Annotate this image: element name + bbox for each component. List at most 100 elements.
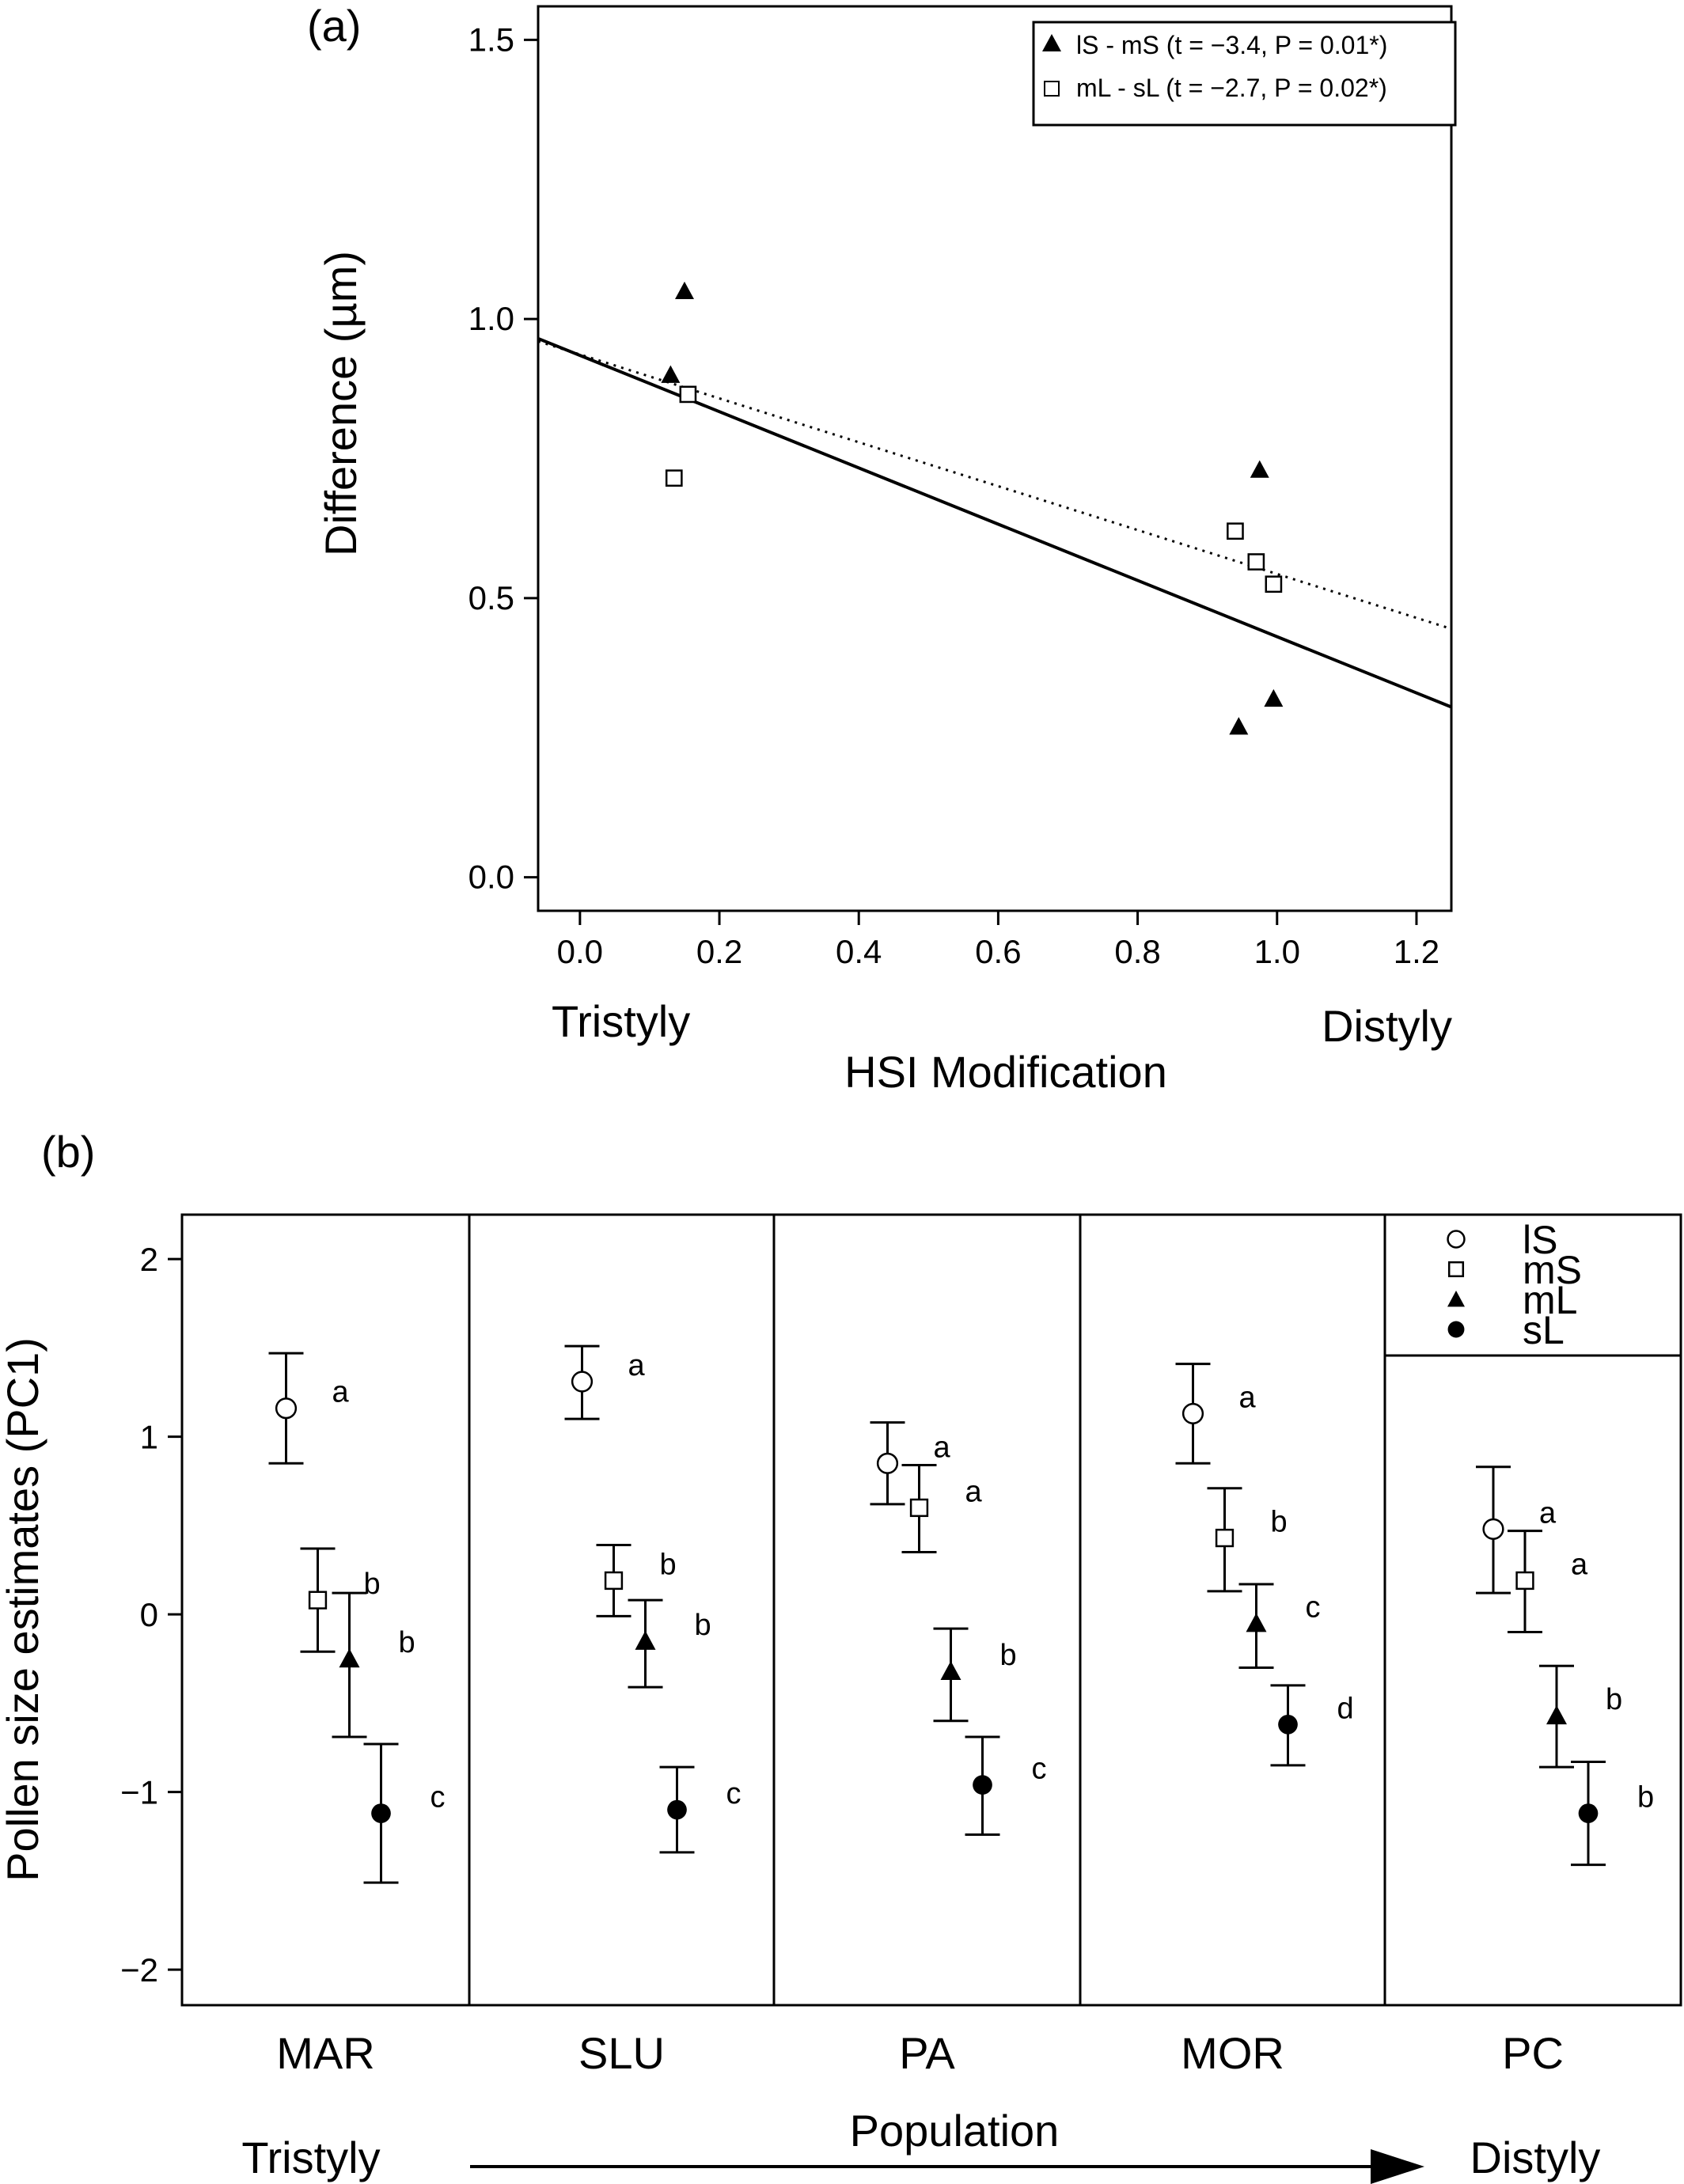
data-point	[339, 1648, 360, 1668]
y-tick-label: 0.0	[468, 859, 514, 896]
significance-letter: c	[430, 1781, 446, 1814]
significance-letter: a	[1239, 1381, 1257, 1414]
y-tick-label: −1	[120, 1774, 158, 1811]
legend-marker	[1447, 1291, 1465, 1307]
data-point	[1227, 522, 1244, 540]
panel-b-population-dividers	[468, 1215, 1386, 2005]
y-tick-label: 2	[140, 1241, 158, 1278]
x-tick-label: 0.2	[696, 933, 742, 970]
data-point	[1482, 1518, 1504, 1540]
data-point	[635, 1630, 656, 1650]
panel-b-x-axis-title: Population	[850, 2106, 1060, 2156]
panel-a-label: (a)	[307, 1, 361, 51]
significance-letter: b	[1000, 1639, 1017, 1672]
population-label: PC	[1502, 2028, 1564, 2078]
significance-letter: b	[364, 1568, 381, 1601]
arrow-head-icon	[1371, 2149, 1424, 2184]
data-point	[1181, 1402, 1204, 1425]
data-point	[973, 1775, 992, 1795]
panel-b-left-end-label: Tristyly	[241, 2133, 380, 2182]
data-point	[1578, 1803, 1599, 1823]
population-label: MOR	[1181, 2028, 1284, 2078]
legend-label-mL-sL: mL - sL (t = −2.7, P = 0.02*)	[1076, 74, 1387, 102]
y-tick-label: 0.5	[468, 579, 514, 616]
significance-letter: c	[726, 1777, 741, 1811]
population-label: SLU	[578, 2028, 665, 2078]
y-tick-label: 0	[140, 1596, 158, 1633]
y-tick-label: 1.5	[468, 21, 514, 58]
x-tick-label: 0.0	[557, 933, 603, 970]
data-point	[371, 1803, 391, 1823]
significance-letter: a	[332, 1376, 350, 1409]
x-tick-label: 1.0	[1254, 933, 1300, 970]
panel-b-y-axis: −2 −1 0 1 2	[120, 1241, 182, 1989]
panel-a-right-end-label: Distyly	[1322, 1001, 1452, 1051]
panel-a-y-axis-title: Difference (µm)	[316, 251, 366, 556]
legend-label-lS-mS: lS - mS (t = −3.4, P = 0.01*)	[1076, 31, 1387, 59]
data-point	[1229, 717, 1249, 735]
data-point	[571, 1371, 594, 1393]
data-point	[1247, 553, 1265, 571]
significance-letter: b	[399, 1626, 415, 1659]
x-tick-label: 0.4	[836, 933, 882, 970]
legend-marker-mL-sL	[1044, 81, 1060, 97]
significance-letter: b	[1637, 1781, 1654, 1814]
data-point	[1546, 1705, 1567, 1725]
significance-letter: d	[1337, 1692, 1354, 1725]
panel-a-fit-lines	[537, 336, 1452, 709]
y-tick-label: −2	[120, 1951, 158, 1989]
legend-marker-lS-mS	[1042, 34, 1061, 51]
panel-b-x-categories: MAR SLU PA MOR PC	[276, 2028, 1564, 2078]
data-point	[604, 1571, 624, 1591]
data-point	[876, 1452, 899, 1474]
panel-a-frame	[537, 5, 1453, 912]
panel-a-y-axis: 0.0 0.5 1.0 1.5	[468, 21, 538, 896]
data-point	[940, 1660, 961, 1681]
data-point	[1250, 460, 1269, 478]
legend-label: lS	[1523, 1218, 1557, 1262]
significance-letter: c	[1032, 1753, 1047, 1786]
data-point	[275, 1397, 298, 1420]
fit-line	[537, 336, 1452, 709]
panel-b-y-axis-title: Pollen size estimates (PC1)	[0, 1337, 47, 1882]
data-point	[1215, 1528, 1235, 1548]
y-tick-label: 1.0	[468, 300, 514, 337]
data-point	[909, 1498, 929, 1518]
data-point	[1265, 575, 1283, 593]
panel-b-right-end-label: Distyly	[1470, 2133, 1601, 2182]
significance-letter: a	[1571, 1548, 1588, 1581]
panel-b-legend-box	[1383, 1213, 1682, 1357]
legend-label: mL	[1523, 1278, 1577, 1322]
data-point	[661, 365, 681, 383]
significance-letter: a	[965, 1475, 983, 1508]
significance-letter: b	[660, 1548, 677, 1581]
panel-a-x-axis: 0.0 0.2 0.4 0.6 0.8 1.0 1.2	[557, 911, 1439, 970]
significance-letter: a	[628, 1349, 646, 1382]
significance-letter: c	[1306, 1591, 1321, 1624]
panel-a-legend: lS - mS (t = −3.4, P = 0.01*) mL - sL (t…	[1032, 21, 1457, 127]
significance-letter: b	[1606, 1683, 1622, 1716]
population-label: MAR	[276, 2028, 374, 2078]
y-tick-label: 1	[140, 1419, 158, 1456]
data-point	[308, 1591, 328, 1610]
panel-a-x-axis-title: HSI Modification	[844, 1047, 1167, 1097]
legend-marker	[1447, 1321, 1465, 1338]
x-tick-label: 0.6	[975, 933, 1021, 970]
significance-letter: b	[1271, 1506, 1288, 1539]
data-point	[674, 281, 694, 300]
x-tick-label: 0.8	[1114, 933, 1160, 970]
legend-label: mS	[1523, 1248, 1582, 1292]
data-point	[1278, 1714, 1298, 1735]
population-label: PA	[899, 2028, 955, 2078]
legend-marker	[1447, 1230, 1466, 1249]
data-point	[679, 385, 697, 404]
panel-a-scatter: (a) 0.0 0.2 0.4 0.6 0.8 1.0 1.2 0.0 0.5 1.0 1.5 T…	[307, 1, 1457, 1097]
data-point	[1264, 688, 1284, 707]
x-tick-label: 1.2	[1394, 933, 1439, 970]
data-point	[1515, 1571, 1534, 1591]
legend-label: sL	[1523, 1308, 1565, 1352]
panel-b-frame	[180, 1213, 1682, 2007]
